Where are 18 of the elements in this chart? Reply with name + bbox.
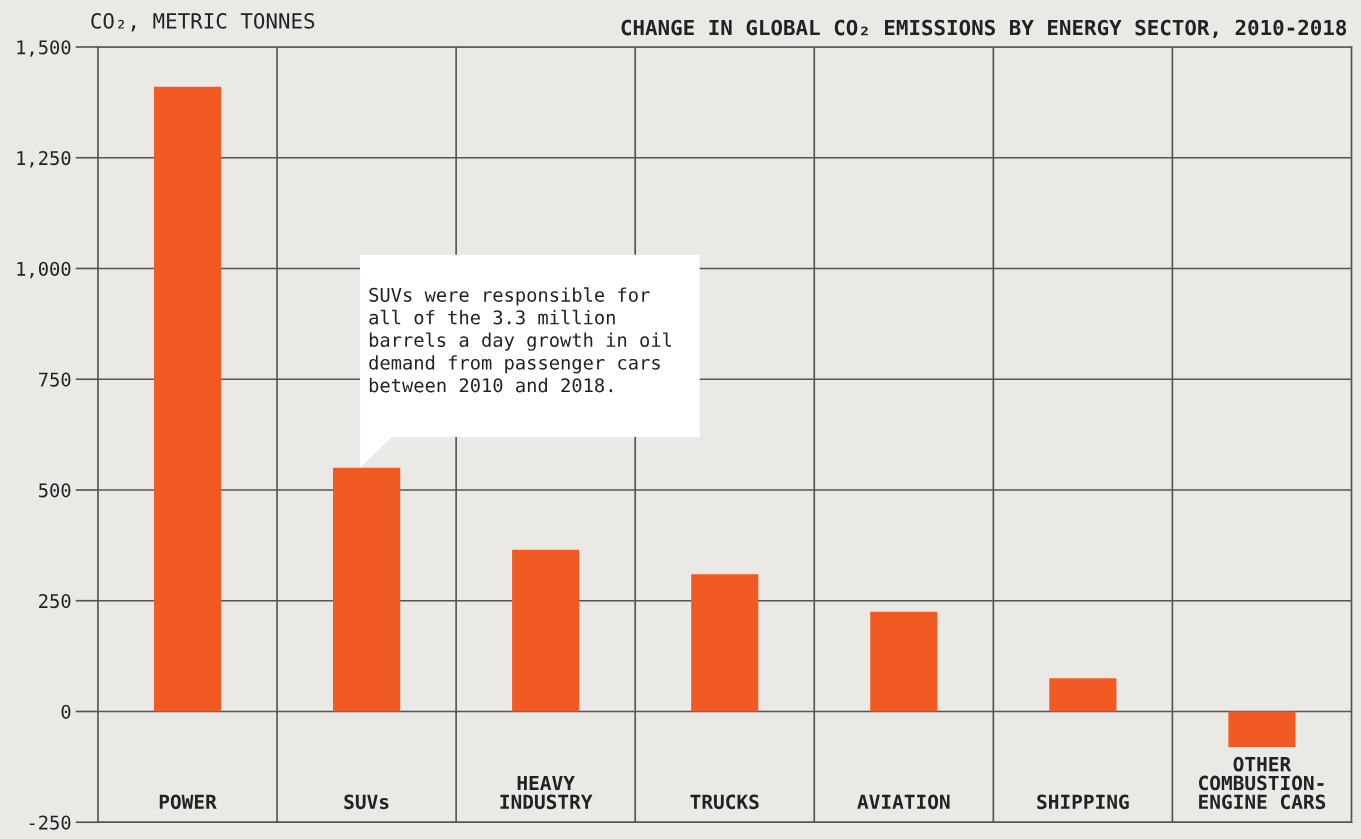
x-tick-label: TRUCKS [690,794,759,810]
y-tick-label: 1,250 [17,150,71,168]
x-tick-label: POWER [159,794,217,810]
annotation: SUVs were responsible for all of the 3.3 million barrels a day growth in oil demand from passenger cars between 2010 and 2018. [369,287,672,393]
y-tick-label: -250 [29,815,71,830]
y-tick-label: 0 [61,704,71,719]
y-tick-label: 750 [39,372,71,387]
y-tick-label: 250 [39,593,71,609]
x-tick-label: OTHER COMBUSTION- ENGINE CARS [1199,756,1326,810]
y-tick-label: 1,500 [17,40,71,57]
x-tick-label: SUVs [344,794,389,810]
x-tick-label: SHIPPING [1037,794,1129,810]
chart-title: CHANGE IN GLOBAL CO₂ EMISSIONS BY ENERGY SECTOR, 2010-2018 [621,19,1347,39]
y-tick-label: 1,000 [17,261,71,279]
y-tick-label: 500 [39,483,71,498]
x-tick-label: AVIATION [857,794,950,810]
x-tick-label: HEAVY INDUSTRY [500,775,593,810]
y-axis-title: CO₂, METRIC TONNES [91,12,315,32]
